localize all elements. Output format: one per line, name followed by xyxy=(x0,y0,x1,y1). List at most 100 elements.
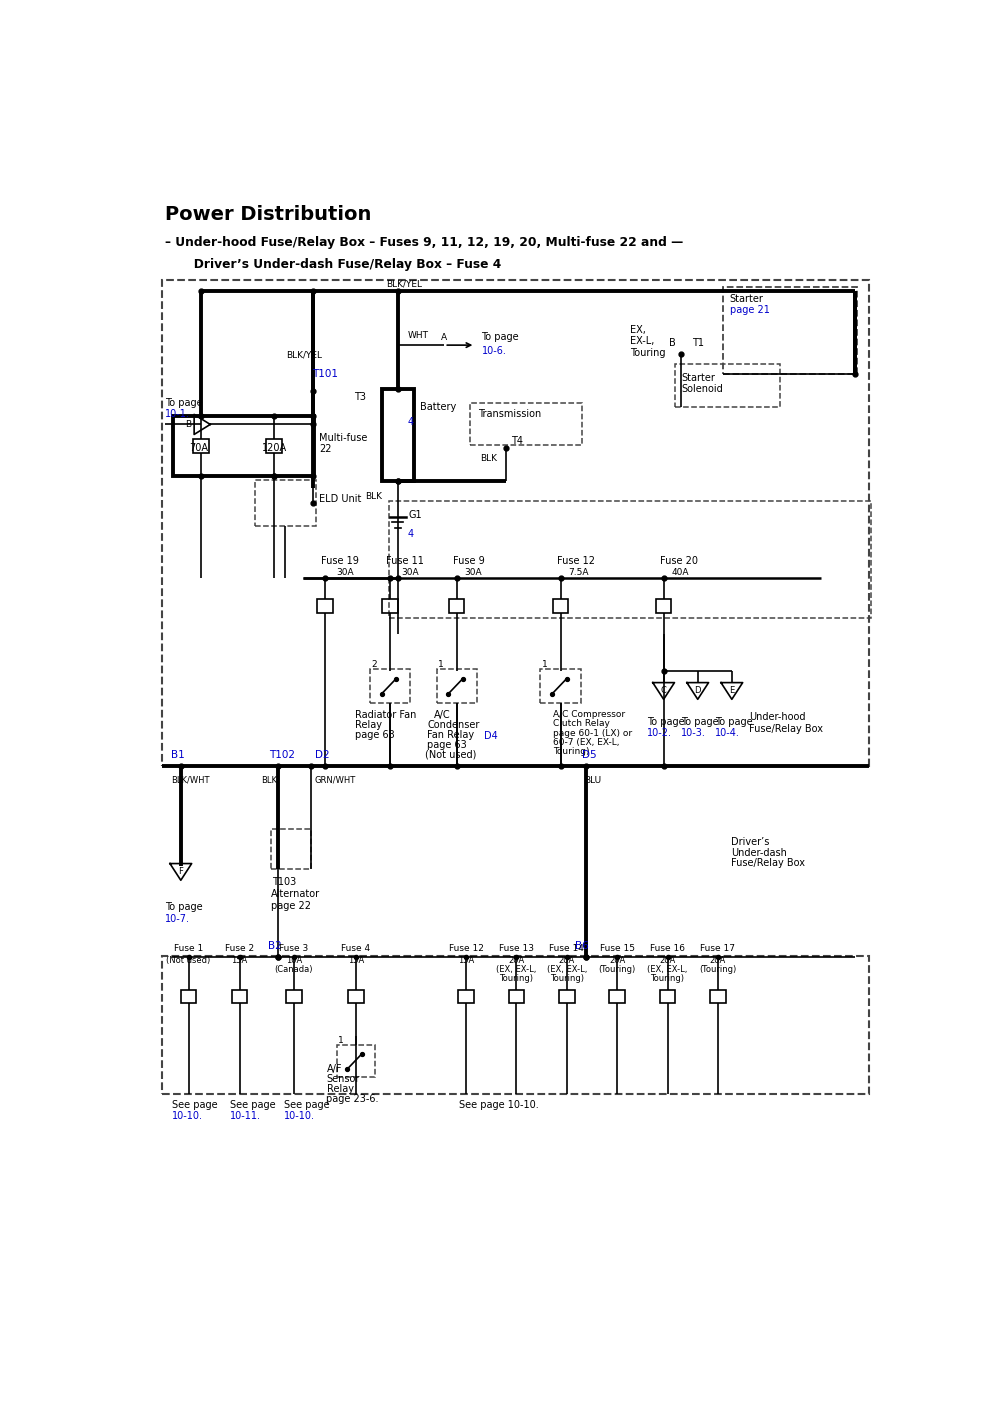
Bar xyxy=(509,989,524,1003)
Text: page 60-1 (LX) or: page 60-1 (LX) or xyxy=(553,729,632,738)
Bar xyxy=(723,287,857,373)
Text: 10-10.: 10-10. xyxy=(172,1111,202,1121)
Text: To page: To page xyxy=(165,903,203,913)
Text: 30A: 30A xyxy=(464,568,482,577)
Text: Starter: Starter xyxy=(730,294,763,304)
Text: Relay: Relay xyxy=(355,719,382,729)
Text: 7.5A: 7.5A xyxy=(568,568,589,577)
Bar xyxy=(388,502,871,619)
Text: B2: B2 xyxy=(268,941,281,951)
Text: 10-1.: 10-1. xyxy=(165,410,190,420)
Text: 120A: 120A xyxy=(262,442,287,452)
Text: B6: B6 xyxy=(575,941,589,951)
Text: A: A xyxy=(441,333,447,342)
Text: D: D xyxy=(694,687,701,695)
Text: Multi-fuse: Multi-fuse xyxy=(319,432,367,442)
Text: 10-2.: 10-2. xyxy=(647,728,672,738)
Text: B: B xyxy=(669,338,676,348)
Text: BLK/WHT: BLK/WHT xyxy=(172,776,210,784)
Text: 15A: 15A xyxy=(458,955,474,965)
Text: D5: D5 xyxy=(582,750,597,760)
Bar xyxy=(348,989,364,1003)
Text: To page: To page xyxy=(165,398,203,408)
Text: Clutch Relay: Clutch Relay xyxy=(553,719,610,729)
Text: BLK/YEL: BLK/YEL xyxy=(386,278,422,288)
Text: 10-3.: 10-3. xyxy=(681,728,706,738)
Text: See page: See page xyxy=(284,1101,330,1111)
Text: (EX, EX-L,: (EX, EX-L, xyxy=(547,965,587,974)
Bar xyxy=(286,989,302,1003)
Text: A/F: A/F xyxy=(326,1064,342,1074)
Bar xyxy=(609,989,625,1003)
Text: Fuse 3: Fuse 3 xyxy=(279,944,309,952)
Text: Condenser: Condenser xyxy=(427,719,480,729)
Text: 10-4.: 10-4. xyxy=(715,728,740,738)
Text: 40A: 40A xyxy=(671,568,689,577)
Bar xyxy=(266,439,282,454)
Text: F: F xyxy=(178,868,183,876)
Text: 1: 1 xyxy=(438,660,444,670)
Text: Touring): Touring) xyxy=(499,975,533,983)
Text: Alternator: Alternator xyxy=(271,889,320,899)
Text: EX,: EX, xyxy=(630,325,646,335)
Bar xyxy=(370,670,410,704)
Text: 30A: 30A xyxy=(337,568,354,577)
Text: B1: B1 xyxy=(172,750,185,760)
Text: GRN/WHT: GRN/WHT xyxy=(315,776,356,784)
Text: T102: T102 xyxy=(269,750,295,760)
Text: Driver’s: Driver’s xyxy=(731,836,769,846)
Text: page 21: page 21 xyxy=(730,305,769,315)
Text: See page: See page xyxy=(172,1101,217,1111)
Text: 4: 4 xyxy=(407,417,413,427)
Text: BLK: BLK xyxy=(365,492,382,502)
Text: Relay: Relay xyxy=(326,1084,354,1094)
Text: See page: See page xyxy=(230,1101,275,1111)
Text: Fuse 19: Fuse 19 xyxy=(321,557,359,567)
Text: T4: T4 xyxy=(511,437,523,447)
Text: T1: T1 xyxy=(692,338,704,348)
Text: BLU: BLU xyxy=(585,776,602,784)
Text: Fuse 11: Fuse 11 xyxy=(386,557,424,567)
Text: T3: T3 xyxy=(354,391,366,401)
Bar xyxy=(162,280,869,766)
Text: D2: D2 xyxy=(315,750,330,760)
Text: Fuse 4: Fuse 4 xyxy=(341,944,371,952)
Text: 4: 4 xyxy=(407,528,413,538)
Text: D4: D4 xyxy=(484,731,498,740)
Text: 20A: 20A xyxy=(508,955,524,965)
Text: page 23-6.: page 23-6. xyxy=(326,1094,379,1104)
Text: 10-7.: 10-7. xyxy=(165,914,190,924)
Text: T101: T101 xyxy=(313,369,339,379)
Text: EX-L,: EX-L, xyxy=(630,336,655,346)
Text: Sensor: Sensor xyxy=(326,1074,360,1084)
Text: 20A: 20A xyxy=(659,955,676,965)
Text: ELD Unit: ELD Unit xyxy=(319,495,361,504)
Text: Solenoid: Solenoid xyxy=(681,384,723,394)
Bar xyxy=(449,599,464,613)
Bar xyxy=(271,828,311,869)
Text: page 63: page 63 xyxy=(355,729,395,740)
Text: 30A: 30A xyxy=(402,568,419,577)
Text: Fuse 16: Fuse 16 xyxy=(650,944,685,952)
Text: 20A: 20A xyxy=(710,955,726,965)
Bar xyxy=(181,989,196,1003)
Text: (Canada): (Canada) xyxy=(275,965,313,974)
Text: Power Distribution: Power Distribution xyxy=(165,205,372,223)
Text: 10-6.: 10-6. xyxy=(482,346,506,356)
Text: To page: To page xyxy=(482,332,519,342)
Text: 20A: 20A xyxy=(609,955,625,965)
Bar xyxy=(656,599,671,613)
Text: G1: G1 xyxy=(409,510,422,520)
Text: Fuse 15: Fuse 15 xyxy=(600,944,635,952)
Text: page 63: page 63 xyxy=(427,740,467,750)
Text: Fuse 9: Fuse 9 xyxy=(453,557,485,567)
Text: 1: 1 xyxy=(542,660,548,670)
Text: Transmission: Transmission xyxy=(478,410,541,420)
Text: Fuse 1: Fuse 1 xyxy=(174,944,203,952)
Text: Touring: Touring xyxy=(630,348,666,357)
Text: (Not used): (Not used) xyxy=(166,955,211,965)
Text: C: C xyxy=(661,687,667,695)
Text: BLK: BLK xyxy=(480,454,497,463)
Text: Driver’s Under-dash Fuse/Relay Box – Fuse 4: Driver’s Under-dash Fuse/Relay Box – Fus… xyxy=(181,257,501,271)
Bar xyxy=(470,403,582,445)
